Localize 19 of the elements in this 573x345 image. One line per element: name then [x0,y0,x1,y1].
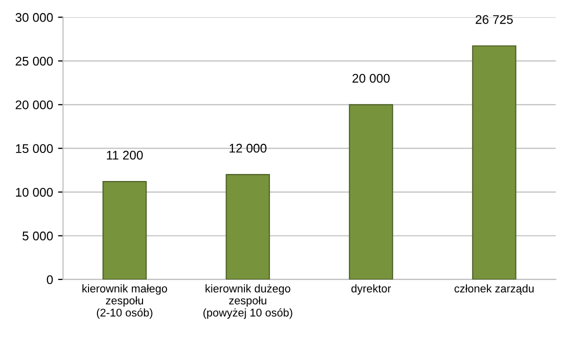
x-tick-label: członek zarządu [454,284,534,295]
y-tick-label: 0 [46,275,53,284]
y-tick-label: 15 000 [16,144,53,153]
y-tick-label: 20 000 [16,100,53,110]
y-tick-label: 10 000 [16,188,53,197]
y-tick-label: 5 000 [22,232,53,240]
y-tick-label: 30 000 [16,13,53,22]
data-label: 12 000 [230,144,266,153]
data-label: 11 200 [106,150,143,160]
data-label: 20 000 [352,74,390,83]
data-label: 26 725 [476,15,513,24]
x-tick-label: kierownik małego zespołu (2-10 osób) [82,284,168,319]
y-tick-label: 25 000 [16,56,53,66]
bar [226,174,270,280]
x-tick-label: dyrektor [351,284,391,295]
bar [472,45,516,280]
bar [102,181,147,280]
x-tick-label: kierownik dużego zespołu (powyżej 10 osób) [203,284,292,319]
bar [348,104,394,280]
